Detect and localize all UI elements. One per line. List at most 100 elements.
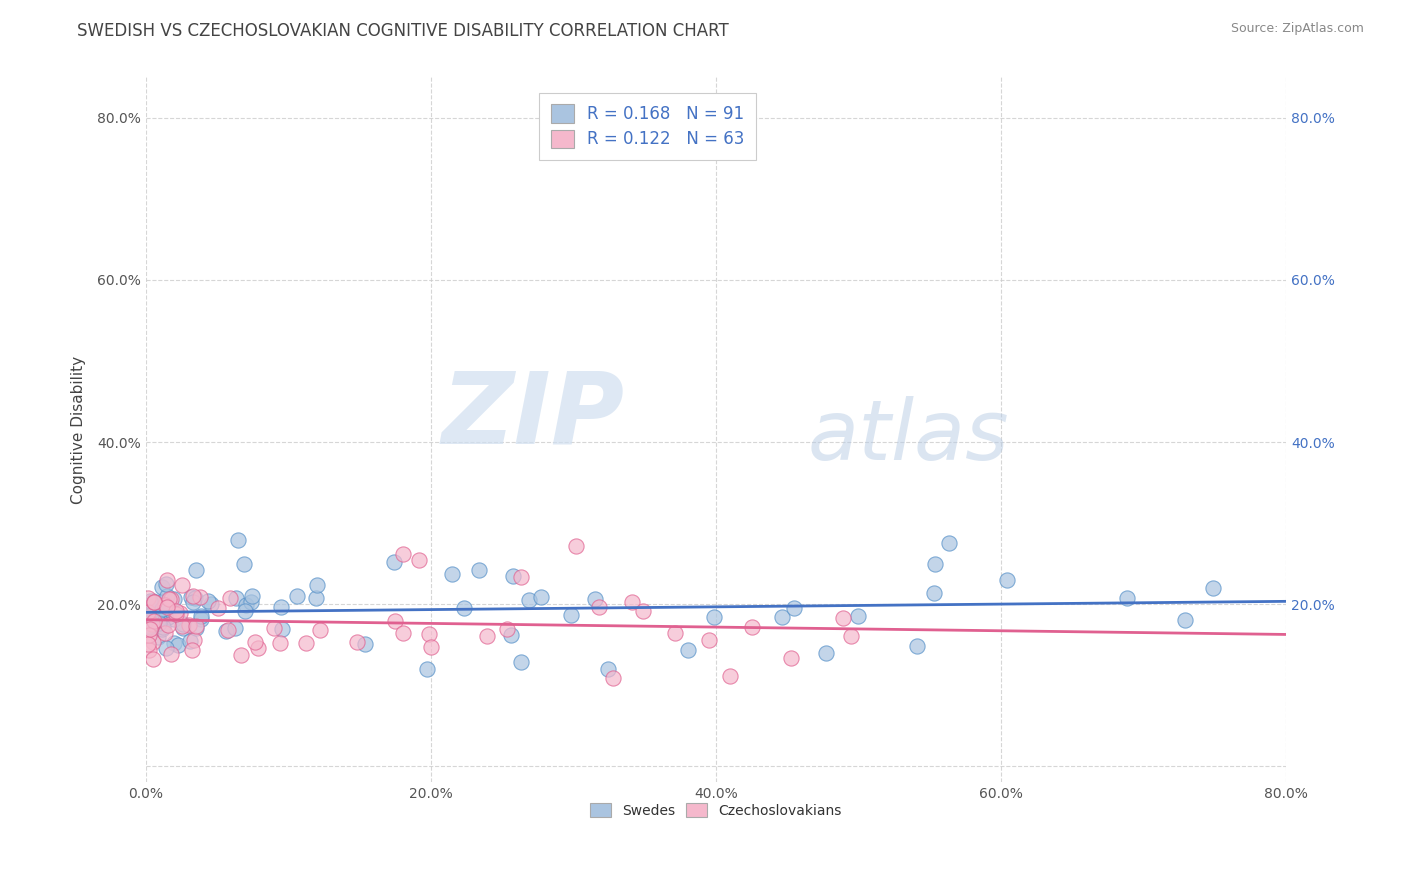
- Point: [453, 600, 475, 615]
- Point: [139, 622, 162, 636]
- Point: [247, 640, 270, 655]
- Point: [1174, 613, 1197, 627]
- Point: [142, 595, 165, 609]
- Point: [163, 636, 186, 650]
- Point: [170, 618, 193, 632]
- Point: [588, 600, 610, 615]
- Point: [697, 633, 720, 648]
- Point: [179, 634, 201, 648]
- Point: [157, 591, 180, 606]
- Point: [309, 624, 332, 638]
- Point: [382, 555, 405, 569]
- Point: [783, 601, 806, 615]
- Point: [517, 592, 540, 607]
- Text: Source: ZipAtlas.com: Source: ZipAtlas.com: [1230, 22, 1364, 36]
- Point: [142, 634, 165, 648]
- Point: [270, 622, 292, 636]
- Point: [664, 626, 686, 640]
- Point: [141, 616, 163, 631]
- Point: [621, 595, 644, 609]
- Point: [239, 594, 262, 608]
- Point: [207, 601, 229, 615]
- Point: [136, 607, 159, 622]
- Point: [181, 589, 204, 603]
- Point: [560, 607, 582, 622]
- Point: [136, 604, 159, 618]
- Point: [631, 604, 654, 618]
- Point: [240, 589, 263, 603]
- Point: [142, 652, 165, 666]
- Point: [165, 604, 187, 618]
- Point: [501, 627, 523, 641]
- Point: [184, 563, 207, 577]
- Point: [770, 609, 793, 624]
- Point: [995, 573, 1018, 587]
- Point: [924, 558, 946, 572]
- Point: [392, 626, 415, 640]
- Point: [150, 602, 173, 616]
- Point: [269, 636, 291, 650]
- Point: [354, 636, 377, 650]
- Point: [184, 621, 207, 635]
- Point: [156, 602, 179, 616]
- Point: [152, 620, 174, 634]
- Point: [184, 619, 207, 633]
- Point: [509, 655, 531, 669]
- Point: [905, 640, 928, 654]
- Point: [153, 598, 176, 612]
- Point: [153, 626, 176, 640]
- Point: [938, 536, 960, 550]
- Point: [215, 624, 238, 639]
- Point: [1115, 591, 1137, 605]
- Point: [263, 621, 285, 635]
- Point: [138, 619, 160, 633]
- Point: [200, 597, 222, 611]
- Point: [169, 607, 191, 621]
- Point: [139, 594, 162, 608]
- Point: [270, 600, 292, 615]
- Point: [831, 610, 853, 624]
- Text: SWEDISH VS CZECHOSLOVAKIAN COGNITIVE DISABILITY CORRELATION CHART: SWEDISH VS CZECHOSLOVAKIAN COGNITIVE DIS…: [77, 22, 730, 40]
- Point: [225, 591, 247, 606]
- Point: [138, 643, 160, 657]
- Point: [245, 634, 267, 648]
- Point: [141, 598, 163, 612]
- Point: [530, 590, 553, 604]
- Point: [139, 607, 162, 622]
- Text: ZIP: ZIP: [441, 368, 624, 465]
- Point: [420, 640, 443, 654]
- Point: [305, 591, 328, 606]
- Point: [181, 595, 204, 609]
- Point: [138, 628, 160, 642]
- Point: [163, 592, 186, 607]
- Point: [172, 616, 194, 631]
- Point: [602, 671, 624, 685]
- Point: [150, 580, 173, 594]
- Point: [841, 629, 863, 643]
- Point: [392, 547, 415, 561]
- Point: [197, 594, 219, 608]
- Text: atlas: atlas: [807, 396, 1010, 477]
- Point: [295, 636, 318, 650]
- Point: [468, 563, 491, 577]
- Point: [502, 569, 524, 583]
- Point: [226, 533, 249, 547]
- Point: [475, 629, 498, 643]
- Point: [142, 594, 165, 608]
- Point: [720, 669, 742, 683]
- Point: [305, 578, 328, 592]
- Point: [136, 591, 159, 606]
- Point: [155, 577, 177, 591]
- Point: [146, 607, 169, 621]
- Point: [166, 638, 188, 652]
- Point: [440, 566, 463, 581]
- Point: [848, 608, 870, 623]
- Point: [155, 602, 177, 616]
- Point: [150, 622, 173, 636]
- Point: [922, 586, 945, 600]
- Point: [815, 646, 838, 660]
- Y-axis label: Cognitive Disability: Cognitive Disability: [72, 356, 86, 504]
- Point: [170, 577, 193, 591]
- Point: [156, 599, 179, 614]
- Point: [181, 643, 204, 657]
